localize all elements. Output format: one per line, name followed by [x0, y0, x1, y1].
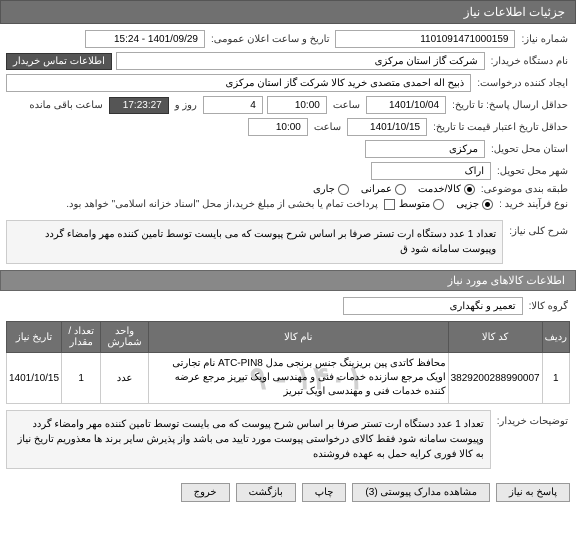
attachments-button[interactable]: مشاهده مدارک پیوستی (3): [352, 483, 490, 502]
cell-qty: 1: [62, 353, 101, 404]
budget-both-label: کالا/خدمت: [418, 184, 461, 195]
budget-capital-label: عمرانی: [361, 184, 392, 195]
validity-label: حداقل تاریخ اعتبار قیمت تا تاریخ:: [431, 122, 570, 133]
cell-row: 1: [542, 353, 569, 404]
payment-checkbox[interactable]: [384, 199, 395, 210]
day-value-field: 4: [203, 96, 263, 114]
page-header: جزئیات اطلاعات نیاز: [0, 0, 576, 24]
validity-time-field: 10:00: [248, 118, 308, 136]
buyer-field: شرکت گاز استان مرکزی: [116, 52, 485, 70]
goods-header: اطلاعات کالاهای مورد نیاز: [0, 270, 576, 291]
form-area: شماره نیاز: 1101091471000159 تاریخ و ساع…: [0, 24, 576, 220]
th-unit: واحد شمارش: [101, 322, 149, 353]
contact-button[interactable]: اطلاعات تماس خریدار: [6, 53, 112, 70]
city-label: شهر محل تحویل:: [495, 166, 570, 177]
table-header-row: ردیف کد کالا نام کالا واحد شمارش تعداد /…: [7, 322, 570, 353]
process-small-label: جزیی: [456, 199, 479, 210]
time-label-1: ساعت: [331, 100, 362, 111]
province-field: مرکزی: [365, 140, 485, 158]
payment-note: پرداخت تمام یا بخشی از مبلغ خرید،از محل …: [64, 199, 380, 210]
radio-icon: [433, 199, 444, 210]
cell-name-text: محافظ کاتدی پین بریزینگ جنس برنجی مدل AT…: [172, 358, 445, 397]
radio-icon: [395, 184, 406, 195]
province-label: استان محل تحویل:: [489, 144, 570, 155]
th-code: کد کالا: [448, 322, 542, 353]
day-label: روز و: [173, 100, 199, 111]
city-field: اراک: [371, 162, 491, 180]
remain-label: ساعت باقی مانده: [27, 100, 104, 111]
budget-current-label: جاری: [313, 184, 335, 195]
deadline-label: حداقل ارسال پاسخ: تا تاریخ:: [450, 100, 570, 111]
table-row: 1 3829200288990007 محافظ کاتدی پین بریزی…: [7, 353, 570, 404]
budget-option-both[interactable]: کالا/خدمت: [418, 184, 475, 195]
remain-field: 17:23:27: [109, 97, 169, 114]
process-radio-group: جزیی متوسط: [399, 199, 493, 210]
exit-button[interactable]: خروج: [181, 483, 230, 502]
budget-label: طبقه بندی موضوعی:: [479, 184, 570, 195]
goods-header-text: اطلاعات کالاهای مورد نیاز: [448, 275, 565, 287]
button-row: پاسخ به نیاز مشاهده مدارک پیوستی (3) چاپ…: [0, 475, 576, 510]
cell-unit: عدد: [101, 353, 149, 404]
cell-date: 1401/10/15: [7, 353, 62, 404]
process-option-medium[interactable]: متوسط: [399, 199, 444, 210]
th-qty: تعداد / مقدار: [62, 322, 101, 353]
requester-field: ذبیح اله احمدی متصدی خرید کالا شرکت گاز …: [6, 74, 471, 92]
goods-table: ردیف کد کالا نام کالا واحد شمارش تعداد /…: [6, 321, 570, 404]
explain-text: تعداد 1 عدد دستگاه ارت تستر صرفا بر اساس…: [6, 410, 491, 469]
process-option-small[interactable]: جزیی: [456, 199, 493, 210]
budget-radio-group: کالا/خدمت عمرانی جاری: [313, 184, 475, 195]
need-summary-text: تعداد 1 عدد دستگاه ارت تستر صرفا بر اساس…: [6, 220, 503, 264]
process-label: نوع فرآیند خرید :: [497, 199, 570, 210]
requester-label: ایجاد کننده درخواست:: [475, 78, 570, 89]
back-button[interactable]: بازگشت: [236, 483, 296, 502]
respond-button[interactable]: پاسخ به نیاز: [496, 483, 570, 502]
announce-field: 1401/09/29 - 15:24: [85, 30, 205, 48]
deadline-time-field: 10:00: [267, 96, 327, 114]
need-number-field: 1101091471000159: [335, 30, 515, 48]
budget-option-capital[interactable]: عمرانی: [361, 184, 406, 195]
time-label-2: ساعت: [312, 122, 343, 133]
need-summary-label: شرح کلی نیاز:: [507, 220, 570, 237]
budget-option-current[interactable]: جاری: [313, 184, 349, 195]
cell-code: 3829200288990007: [448, 353, 542, 404]
need-number-label: شماره نیاز:: [519, 34, 570, 45]
category-field: تعمیر و نگهداری: [343, 297, 523, 315]
announce-label: تاریخ و ساعت اعلان عمومی:: [209, 34, 332, 45]
explain-label: توضیحات خریدار:: [495, 410, 570, 427]
deadline-date-field: 1401/10/04: [366, 96, 446, 114]
buyer-label: نام دستگاه خریدار:: [489, 56, 570, 67]
radio-icon: [338, 184, 349, 195]
page-title: جزئیات اطلاعات نیاز: [464, 5, 565, 19]
th-row: ردیف: [542, 322, 569, 353]
validity-date-field: 1401/10/15: [347, 118, 427, 136]
process-medium-label: متوسط: [399, 199, 430, 210]
radio-icon: [482, 199, 493, 210]
category-label: گروه کالا:: [527, 301, 570, 312]
th-date: تاریخ نیاز: [7, 322, 62, 353]
th-name: نام کالا: [148, 322, 448, 353]
radio-icon: [464, 184, 475, 195]
cell-name: محافظ کاتدی پین بریزینگ جنس برنجی مدل AT…: [148, 353, 448, 404]
goods-table-wrap: ردیف کد کالا نام کالا واحد شمارش تعداد /…: [6, 321, 570, 404]
print-button[interactable]: چاپ: [302, 483, 347, 502]
